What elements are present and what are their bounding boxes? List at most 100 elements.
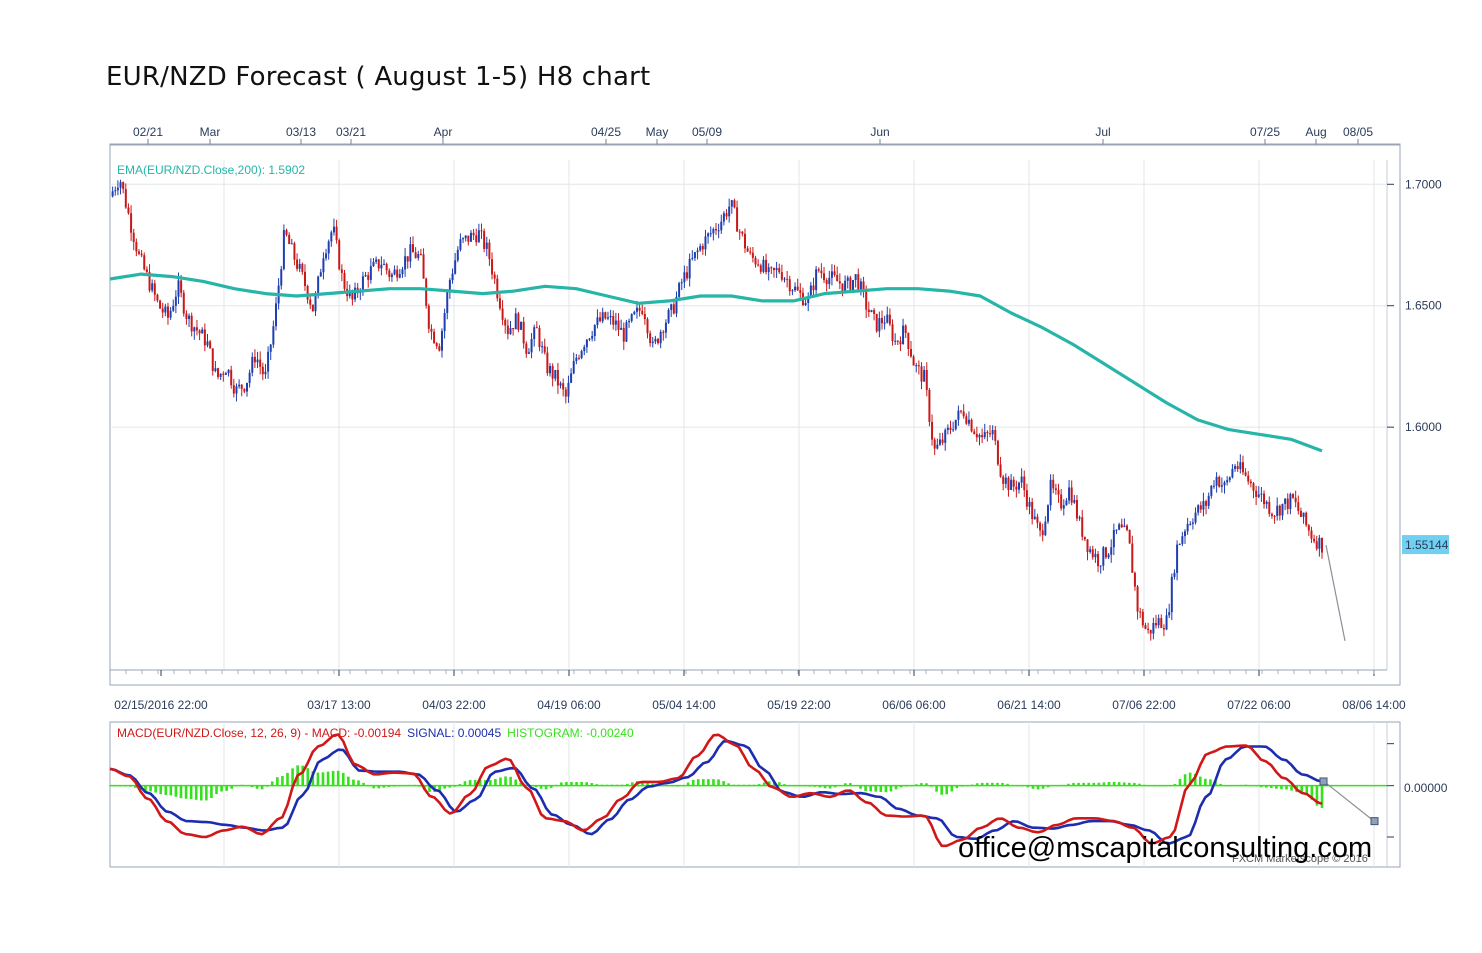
- candle-body: [1313, 538, 1316, 542]
- candle-body: [211, 348, 214, 372]
- candle-body: [770, 267, 773, 269]
- candle-body: [1284, 498, 1287, 504]
- candle-body: [435, 343, 438, 347]
- candle-body: [269, 344, 272, 352]
- candle-body: [852, 279, 855, 291]
- candle-body: [1136, 586, 1139, 612]
- candle-body: [965, 416, 968, 424]
- candle-body: [140, 253, 143, 256]
- candle-body: [907, 332, 910, 349]
- candle-body: [1112, 529, 1115, 548]
- histogram-bar: [615, 784, 619, 786]
- histogram-bar: [1148, 785, 1151, 787]
- histogram-bar: [686, 782, 690, 786]
- histogram-bar: [1183, 774, 1187, 786]
- candle-body: [973, 431, 976, 434]
- histogram-bar: [1153, 785, 1156, 787]
- forecast-projection-line: [1325, 544, 1346, 641]
- histogram-bar: [671, 785, 675, 787]
- candle-body: [896, 340, 899, 342]
- candle-body: [1039, 522, 1042, 531]
- candle-body: [654, 338, 657, 342]
- candle-body: [1144, 625, 1147, 629]
- histogram-bar: [270, 781, 274, 786]
- histogram-bar: [321, 772, 325, 786]
- histogram-bar: [915, 784, 918, 786]
- candle-body: [475, 235, 478, 243]
- histogram-bar: [930, 785, 933, 787]
- candle-body: [904, 325, 907, 333]
- candle-body: [456, 249, 459, 261]
- candle-body: [931, 421, 934, 440]
- candle-body: [404, 256, 407, 270]
- candle-body: [1292, 494, 1295, 498]
- top-date-label: 05/09: [692, 125, 722, 139]
- candle-body: [135, 242, 138, 252]
- candle-body: [301, 263, 304, 272]
- candle-body: [130, 213, 133, 233]
- histogram-bar: [1275, 785, 1278, 789]
- macd-panel[interactable]: MACD(EUR/NZD.Close, 12, 26, 9) - MACD: -…: [108, 721, 1448, 868]
- ema-200-line: [109, 272, 1323, 453]
- candle-body: [1181, 536, 1184, 544]
- histogram-bar: [220, 785, 223, 792]
- candle-body: [630, 314, 633, 321]
- price-panel[interactable]: EMA(EUR/NZD.Close,200): 1.5902 1.7000 1.6…: [109, 144, 1449, 686]
- candle-body: [1044, 521, 1047, 536]
- candle-body: [224, 373, 227, 375]
- candle-body: [206, 341, 209, 346]
- candle-body: [351, 290, 354, 300]
- histogram-bar: [281, 776, 284, 786]
- candle-body: [1286, 498, 1289, 510]
- candle-body: [151, 283, 154, 291]
- candle-body: [725, 213, 728, 217]
- candle-body: [1263, 493, 1266, 505]
- candle-body: [398, 274, 401, 278]
- candle-body: [1036, 516, 1039, 523]
- histogram-bar: [590, 783, 594, 786]
- candle-body: [501, 308, 504, 320]
- histogram-bar: [549, 785, 553, 788]
- candle-body: [527, 352, 530, 354]
- histogram-bar: [960, 785, 964, 787]
- candle-body: [722, 213, 725, 222]
- bottom-date-label: 06/21 14:00: [997, 698, 1061, 712]
- histogram-bar: [702, 779, 705, 786]
- candle-body: [925, 369, 928, 390]
- candle-body: [1212, 485, 1215, 487]
- candle-body: [1023, 476, 1026, 491]
- candle-body: [253, 356, 256, 363]
- candle-body: [1299, 510, 1302, 517]
- candle-body: [1102, 547, 1105, 566]
- candle-body: [559, 383, 562, 386]
- histogram-bar: [1046, 785, 1050, 788]
- histogram-bar: [260, 785, 264, 790]
- histogram-bar: [1072, 782, 1075, 786]
- histogram-bar: [661, 784, 665, 786]
- histogram-bar: [833, 785, 837, 788]
- price-tick-label: 1.7000: [1405, 177, 1442, 191]
- candle-body: [989, 433, 992, 435]
- candle-body: [483, 231, 486, 249]
- histogram-bar: [1143, 784, 1146, 786]
- candle-body: [646, 319, 649, 334]
- histogram-bar: [676, 785, 680, 787]
- histogram-bar: [544, 785, 548, 790]
- candle-body: [174, 296, 177, 306]
- candle-body: [520, 321, 523, 330]
- candle-body: [946, 427, 949, 430]
- candle-body: [614, 320, 617, 325]
- candle-body: [991, 430, 994, 435]
- candle-body: [912, 356, 915, 366]
- candle-body: [506, 325, 509, 335]
- histogram-bar: [1102, 782, 1106, 786]
- candle-body: [288, 234, 291, 245]
- candle-body: [1205, 501, 1208, 506]
- candle-body: [838, 281, 841, 284]
- candle-body: [438, 346, 441, 351]
- candle-body: [1126, 525, 1129, 530]
- histogram-bar: [975, 783, 979, 786]
- histogram-bar: [899, 785, 903, 788]
- candle-body: [767, 267, 770, 273]
